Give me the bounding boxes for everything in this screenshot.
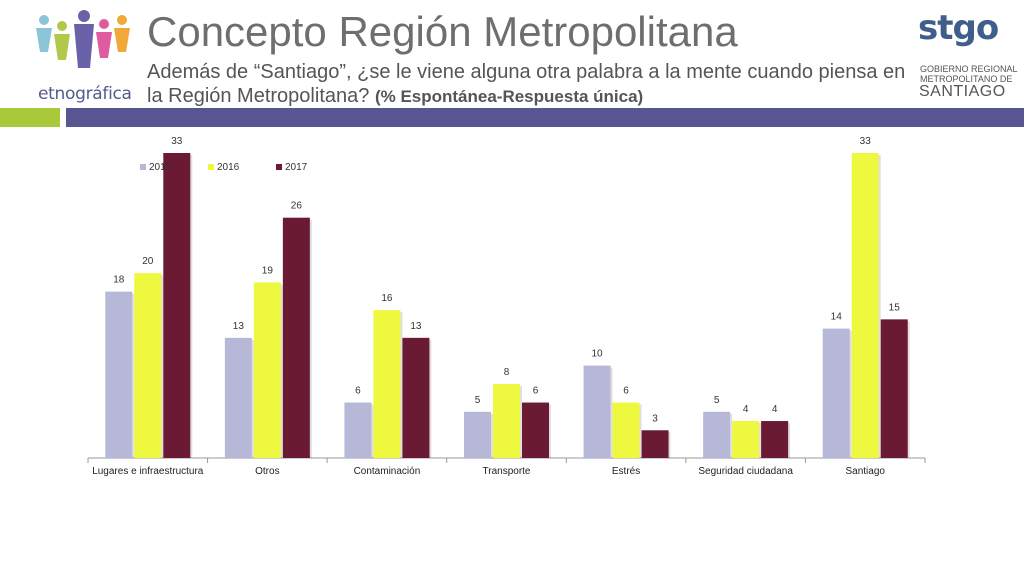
data-label-2015-6: 5 — [714, 395, 720, 406]
people-figures-icon — [36, 10, 130, 68]
data-label-2015-7: 14 — [831, 312, 843, 323]
data-label-2016-1: 20 — [142, 256, 154, 267]
bar-2015-3 — [344, 402, 372, 458]
bar-2017-1 — [163, 153, 191, 458]
data-label-2016-2: 19 — [262, 265, 274, 276]
data-label-2017-7: 15 — [889, 302, 901, 313]
legend-swatch-2015 — [140, 164, 146, 170]
x-tick-label: Seguridad ciudadana — [698, 466, 793, 477]
data-label-2017-4: 6 — [533, 386, 539, 397]
bar-2016-7 — [851, 153, 879, 458]
subtitle-question: Además de “Santiago”, ¿se le viene algun… — [147, 61, 906, 107]
legend-swatch-2017 — [276, 164, 282, 170]
bar-2016-1 — [134, 273, 162, 458]
bar-2016-2 — [253, 282, 281, 458]
legend-label-2015: 2015 — [149, 162, 172, 173]
stgo-logo: stgo GOBIERNO REGIONAL METROPOLITANO DE … — [916, 8, 1018, 100]
bar-2017-2 — [282, 217, 310, 458]
data-label-2017-5: 3 — [652, 413, 658, 424]
page-title: Concepto Región Metropolitana — [147, 8, 738, 55]
data-label-2015-3: 6 — [355, 386, 361, 397]
data-label-2016-6: 4 — [743, 404, 749, 415]
bar-2016-6 — [732, 421, 760, 458]
bar-2015-4 — [464, 411, 491, 458]
bar-2015-6 — [703, 411, 731, 458]
data-label-2017-6: 4 — [772, 404, 778, 415]
bar-2017-7 — [880, 319, 908, 458]
data-label-2015-4: 5 — [475, 395, 481, 406]
data-label-2016-3: 16 — [381, 293, 393, 304]
data-label-2016-4: 8 — [504, 367, 510, 378]
bar-2015-1 — [105, 291, 133, 458]
stgo-line-1: GOBIERNO REGIONAL — [920, 64, 1018, 74]
stgo-line-3: SANTIAGO — [919, 83, 1006, 100]
header-accent-purple — [66, 108, 1024, 127]
legend-label-2017: 2017 — [285, 162, 308, 173]
data-label-2017-1: 33 — [171, 136, 183, 147]
bar-2016-3 — [373, 310, 401, 458]
header-accent-green — [0, 108, 60, 127]
legend-label-2016: 2016 — [217, 162, 240, 173]
bar-2017-6 — [761, 421, 789, 458]
data-label-2017-3: 13 — [410, 321, 422, 332]
data-label-2015-5: 10 — [592, 349, 604, 360]
data-label-2015-2: 13 — [233, 321, 245, 332]
bar-2017-3 — [402, 337, 430, 458]
bar-2017-4 — [522, 402, 549, 458]
bar-2015-2 — [224, 337, 252, 458]
x-tick-label: Santiago — [845, 466, 885, 477]
bar-2016-4 — [493, 384, 520, 458]
data-label-2015-1: 18 — [113, 275, 125, 286]
x-tick-label: Otros — [255, 466, 279, 477]
x-tick-label: Contaminación — [354, 466, 421, 477]
etnografica-brand: etnográfica — [38, 84, 132, 104]
x-tick-label: Transporte — [483, 466, 531, 477]
bar-2015-7 — [822, 328, 850, 458]
bar-2016-5 — [612, 402, 640, 458]
page-subtitle: Además de “Santiago”, ¿se le viene algun… — [147, 60, 907, 109]
x-tick-label: Lugares e infraestructura — [92, 466, 204, 477]
data-label-2017-2: 26 — [291, 201, 303, 212]
bar-2015-5 — [583, 365, 611, 458]
etnografica-logo: etnográfica — [32, 8, 142, 104]
subtitle-note: (% Espontánea-Respuesta única) — [374, 87, 644, 106]
stgo-line-2: METROPOLITANO DE — [920, 74, 1013, 84]
x-tick-label: Estrés — [612, 466, 640, 477]
bar-2017-5 — [641, 430, 669, 458]
legend-swatch-2016 — [208, 164, 214, 170]
stgo-brand: stgo — [918, 8, 999, 48]
data-label-2016-5: 6 — [623, 386, 629, 397]
data-label-2016-7: 33 — [860, 136, 872, 147]
